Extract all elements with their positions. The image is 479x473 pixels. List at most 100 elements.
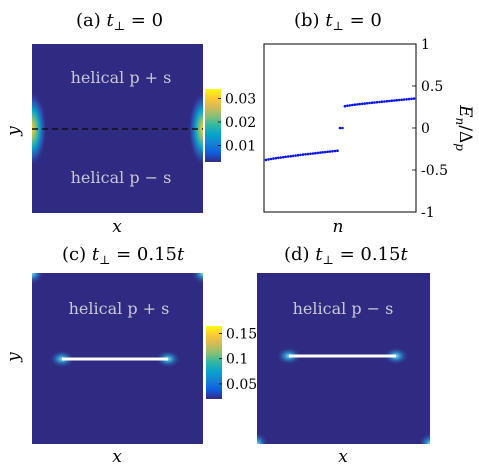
data-point: [378, 100, 381, 104]
edge-state-left: [32, 91, 47, 167]
corner-glow-d-bottomleft: [257, 432, 269, 444]
data-point: [319, 151, 322, 154]
plot-b-ytick-label: 0.5: [421, 79, 443, 95]
data-point: [309, 152, 312, 156]
panel-d: (d) t⊥ = 0.15t helical p − s x: [257, 244, 430, 467]
panel-b-ylabel: En/Δp: [453, 104, 475, 151]
panel-b: (b) t⊥ = 0 1 0.5 0 -0.5 -1 n En/Δp: [263, 10, 475, 237]
panel-c-title: (c) t⊥ = 0.15t: [62, 244, 185, 267]
data-point: [333, 149, 337, 153]
panel-a: (a) t⊥ = 0 helical p + s helical p − s x…: [4, 10, 203, 237]
data-point: [412, 97, 416, 100]
corner-glow-d-bottomright: [418, 432, 430, 444]
data-point: [286, 155, 290, 158]
data-point: [321, 151, 325, 154]
data-point: [407, 97, 411, 101]
data-point: [291, 154, 295, 158]
data-point: [410, 97, 413, 101]
data-point: [360, 102, 364, 106]
data-point: [326, 150, 330, 154]
data-point: [402, 98, 406, 101]
panel-c: (c) t⊥ = 0.15t helical p + s x y: [4, 244, 203, 467]
data-point: [338, 126, 342, 130]
colorbar-tick-label: 0.02: [225, 115, 256, 131]
label-helical-p-plus-s-c: helical p + s: [69, 299, 170, 318]
corner-glow-c-topright: [191, 273, 203, 285]
data-point: [282, 155, 285, 159]
data-point: [289, 154, 293, 158]
plot-b-yticks: 1 0.5 0 -0.5 -1: [412, 37, 448, 221]
data-point: [343, 104, 347, 108]
panel-d-title: (d) t⊥ = 0.15t: [284, 244, 408, 267]
data-point: [272, 157, 275, 160]
colorbar-tick-label: 0.15: [226, 327, 257, 343]
data-point: [405, 98, 408, 101]
data-point: [316, 151, 320, 155]
data-point: [363, 102, 367, 105]
colorbar-tick-label: 0.01: [225, 139, 256, 155]
data-point: [304, 153, 307, 156]
panel-a-ylabel: y: [4, 126, 24, 137]
data-point: [375, 100, 379, 104]
data-point: [385, 99, 389, 103]
colorbar-tick-label: 0.1: [226, 352, 248, 368]
data-point: [390, 99, 394, 102]
panel-b-xlabel: n: [333, 217, 344, 237]
plot-b-points: [264, 97, 416, 162]
corner-glow-c-topleft: [32, 273, 44, 285]
colorbar-tick-label: 0.03: [225, 91, 256, 107]
label-helical-p-plus-s-a: helical p + s: [71, 68, 172, 87]
colorbar-bottom: 0.15 0.1 0.05: [206, 326, 257, 399]
panel-b-title: (b) t⊥ = 0: [294, 10, 382, 33]
label-helical-p-minus-s-d: helical p − s: [293, 299, 394, 318]
panel-c-xlabel: x: [112, 447, 122, 467]
data-point: [393, 99, 396, 102]
data-point: [284, 155, 288, 159]
plot-b-ytick-label: 1: [421, 37, 430, 53]
colorbar-tick-label: 0.05: [226, 377, 257, 393]
panel-c-ylabel: y: [4, 352, 24, 363]
data-point: [395, 98, 399, 102]
label-helical-p-minus-s-a: helical p − s: [71, 168, 172, 187]
data-point: [274, 156, 278, 160]
data-point: [383, 100, 386, 103]
data-point: [368, 101, 371, 105]
data-point: [277, 156, 280, 160]
data-point: [331, 149, 334, 153]
data-point: [397, 98, 401, 102]
data-point: [353, 103, 357, 106]
data-point: [336, 149, 339, 152]
data-point: [373, 101, 376, 104]
data-point: [294, 154, 297, 157]
data-point: [296, 153, 300, 157]
colorbar-bottom-gradient: [206, 326, 222, 399]
data-point: [351, 103, 354, 107]
plot-b-ytick-label: 0: [421, 121, 430, 137]
data-point: [306, 152, 310, 156]
panel-a-title: (a) t⊥ = 0: [76, 10, 163, 33]
data-point: [301, 153, 305, 156]
panel-a-xlabel: x: [112, 217, 122, 237]
data-point: [388, 99, 391, 103]
data-point: [264, 158, 268, 162]
data-point: [314, 151, 317, 155]
data-point: [269, 157, 273, 161]
data-point: [358, 102, 362, 106]
data-point: [328, 150, 332, 153]
data-point: [380, 100, 384, 103]
colorbar-top-gradient: [205, 89, 221, 162]
colorbar-top: 0.03 0.02 0.01: [205, 89, 256, 162]
colorbar-bottom-ticks: 0.15 0.1 0.05: [219, 327, 257, 393]
plot-b-ytick-label: -0.5: [421, 163, 448, 179]
data-point: [323, 150, 327, 154]
data-point: [279, 156, 283, 159]
data-point: [365, 102, 369, 105]
data-point: [267, 158, 270, 161]
data-point: [299, 153, 302, 157]
data-point: [356, 103, 359, 106]
panel-d-xlabel: x: [338, 447, 348, 467]
data-point: [400, 98, 404, 102]
data-point: [341, 126, 344, 130]
data-point: [311, 152, 315, 155]
